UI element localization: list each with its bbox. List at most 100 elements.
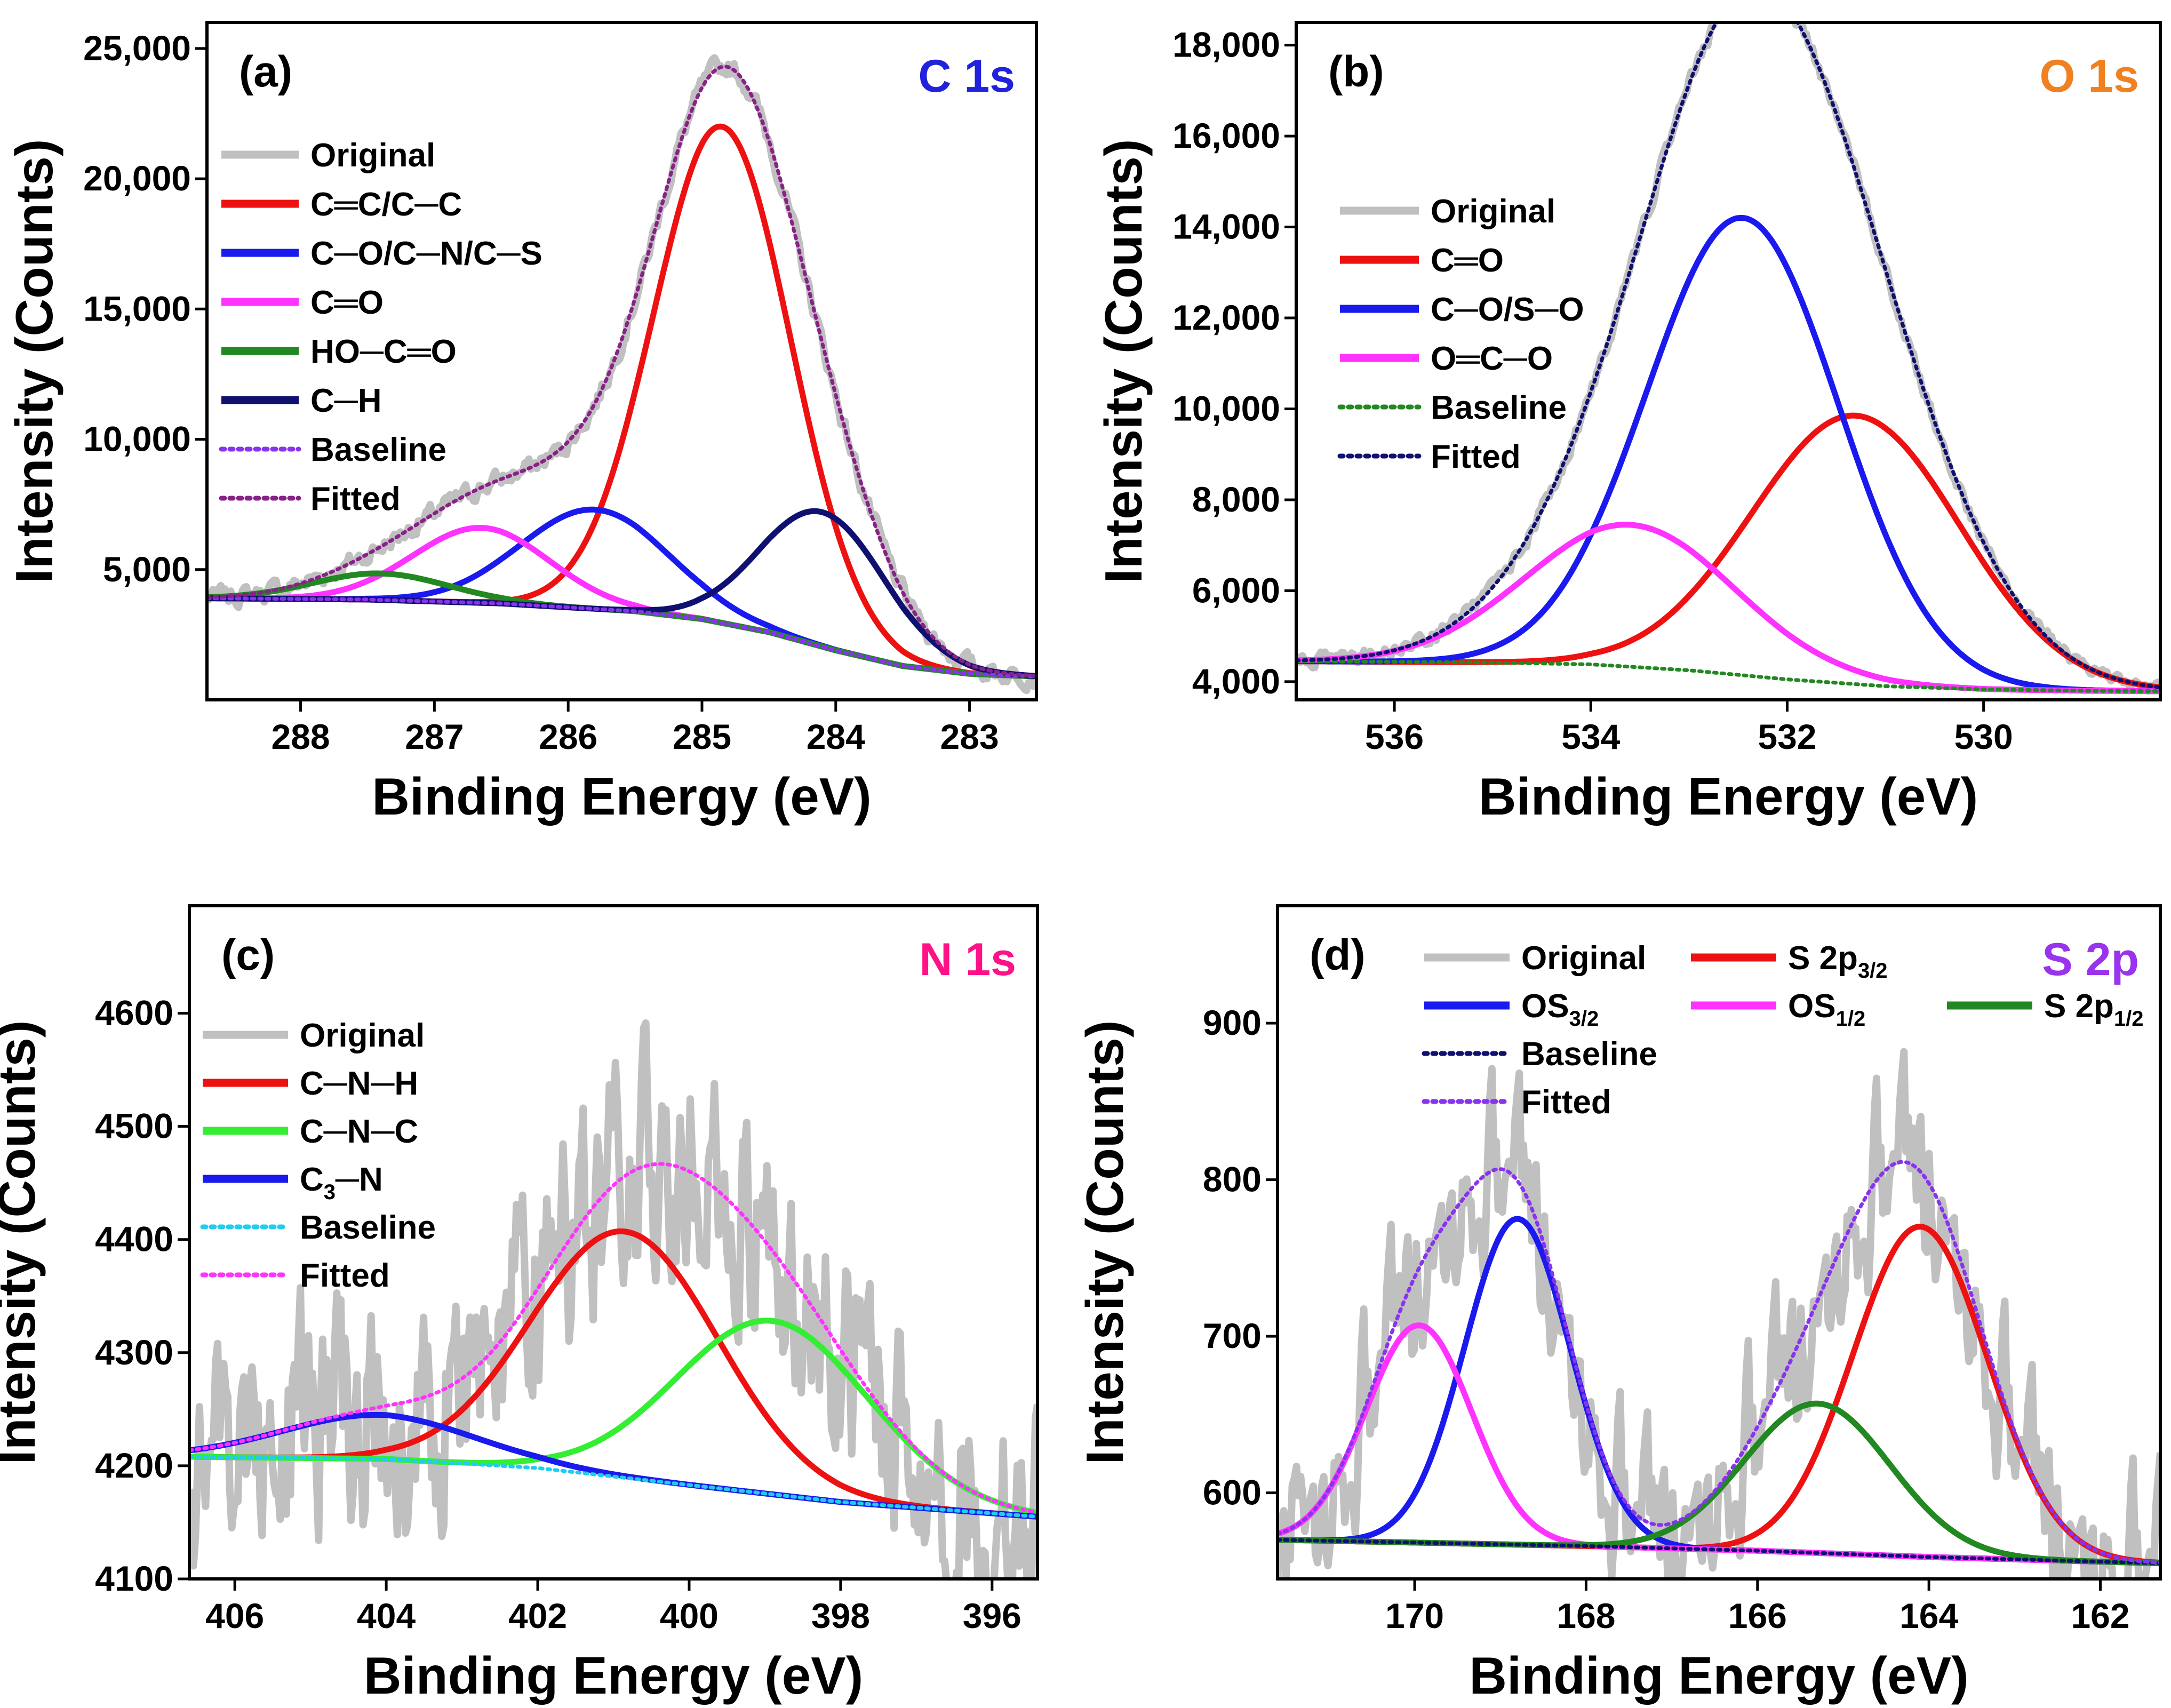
y-tick-label: 5,000 <box>103 549 191 589</box>
series-baseline <box>207 596 1036 679</box>
legend-item: C═O <box>221 284 384 321</box>
series-original <box>1296 22 2160 695</box>
series-baseline <box>189 1455 1037 1519</box>
legend-item: OS1/2 <box>1691 988 1865 1031</box>
x-tick-label: 402 <box>508 1596 567 1635</box>
y-axis-title: Intensity (Counts) <box>1075 1020 1134 1465</box>
chart-panel-b: 536 534 532 530 4,000 6,000 8,000 10,000 12,000 1… <box>1094 21 2162 826</box>
legend-label: HO─C═O <box>310 333 457 370</box>
x-tick-label: 287 <box>405 717 464 756</box>
legend-label: C─N─H <box>300 1065 418 1102</box>
plot-area <box>207 54 1036 695</box>
y-tick-label: 4,000 <box>1192 661 1280 701</box>
y-tick-label: 4300 <box>95 1332 173 1372</box>
y-axis-title: Intensity (Counts) <box>0 1020 46 1465</box>
legend-subscript: 3/2 <box>1569 1007 1599 1031</box>
legend-item: C═C/C─C <box>221 186 462 223</box>
legend-label: C─N─C <box>300 1113 418 1150</box>
legend-label: O═C─O <box>1431 340 1553 377</box>
x-tick-label: 285 <box>673 717 731 756</box>
legend-label-part: ─N <box>335 1161 383 1198</box>
spectrum-label: N 1s <box>919 934 1016 985</box>
legend-label: Original <box>1431 193 1555 230</box>
plot-frame <box>1276 904 2162 1581</box>
y-tick-label: 8,000 <box>1192 480 1280 519</box>
series-fitted <box>1278 1160 2160 1565</box>
legend-label: Fitted <box>1431 438 1521 475</box>
legend-label: C─O/S─O <box>1431 291 1584 328</box>
legend-item: Original <box>1424 940 1646 977</box>
panel-label: (a) <box>239 47 292 96</box>
legend-subscript: 3 <box>324 1180 336 1204</box>
legend-item: Baseline <box>219 432 446 468</box>
y-tick-label: 18,000 <box>1172 25 1280 65</box>
y-axis-title: Intensity (Counts) <box>1094 139 1153 584</box>
x-axis-title: Binding Energy (eV) <box>1479 767 1978 826</box>
spectrum-label: S 2p <box>2042 934 2139 985</box>
y-tick-label: 14,000 <box>1172 207 1280 246</box>
legend-item: C─N─C <box>203 1113 418 1150</box>
legend-label: Fitted <box>310 481 401 517</box>
x-tick-label: 398 <box>811 1596 870 1635</box>
legend-subscript: 1/2 <box>1836 1007 1866 1031</box>
y-tick-label: 10,000 <box>1172 388 1280 428</box>
x-tick-label: 288 <box>272 717 330 756</box>
legend-label: C─O/C─N/C─S <box>310 235 542 272</box>
y-tick-label: 6,000 <box>1192 570 1280 610</box>
x-tick-label: 164 <box>1899 1596 1958 1635</box>
legend-item: O═C─O <box>1340 340 1553 377</box>
plot-area <box>189 1019 1037 1579</box>
y-tick-label: 4500 <box>95 1106 173 1146</box>
x-tick-label: 532 <box>1758 717 1816 756</box>
legend-subscript: 1/2 <box>2114 1007 2144 1031</box>
legend-item: Baseline <box>200 1209 436 1246</box>
x-tick-label: 283 <box>940 717 999 756</box>
legend: Original C═C/C─C C─O/C─N/C─S C═O HO─C═O C─H Ba… <box>219 137 542 517</box>
legend-label: Fitted <box>300 1257 390 1294</box>
plot-area <box>1296 22 2160 695</box>
legend-label: C═O <box>1431 242 1504 279</box>
y-tick-label: 600 <box>1203 1473 1262 1512</box>
legend-label: Baseline <box>1431 389 1567 426</box>
legend-label: Original <box>1521 940 1646 977</box>
x-tick-label: 530 <box>1954 717 2013 756</box>
y-tick-label: 4400 <box>95 1219 173 1259</box>
spectrum-label: C 1s <box>918 51 1015 102</box>
legend-item: S 2p3/2 <box>1691 940 1888 983</box>
legend-item: Fitted <box>1337 438 1521 475</box>
y-tick-label: 25,000 <box>83 28 191 68</box>
x-tick-label: 406 <box>205 1596 264 1635</box>
plot-frame <box>205 21 1038 701</box>
y-tick-label: 10,000 <box>83 419 191 459</box>
x-tick-label: 170 <box>1385 1596 1444 1635</box>
legend-label: Fitted <box>1521 1084 1611 1121</box>
x-axis-title: Binding Energy (eV) <box>364 1646 864 1705</box>
series-fitted <box>1296 22 2160 690</box>
y-tick-label: 4600 <box>95 993 173 1032</box>
legend-label: Baseline <box>1521 1036 1657 1073</box>
legend-label: C3─N <box>300 1161 383 1204</box>
panel-label: (d) <box>1310 931 1366 979</box>
legend: Original C─N─H C─N─C C3─N Baseline Fitted <box>200 1017 436 1294</box>
y-tick-label: 800 <box>1203 1160 1262 1199</box>
series-C─O/S─O <box>1296 214 2160 695</box>
legend-item: HO─C═O <box>221 333 457 370</box>
series-fitted <box>189 1162 1037 1515</box>
panel-label: (b) <box>1328 47 1384 96</box>
legend-label: OS3/2 <box>1521 988 1599 1031</box>
panel-label: (c) <box>221 931 275 979</box>
y-tick-label: 4100 <box>95 1559 173 1598</box>
legend-label: Baseline <box>310 432 446 468</box>
series-HO─C═O <box>207 570 1036 680</box>
y-tick-label: 900 <box>1203 1003 1262 1042</box>
legend-item: C3─N <box>203 1161 383 1204</box>
legend-item: Original <box>221 137 435 174</box>
legend-item: C═O <box>1340 242 1504 279</box>
chart-panel-d: 170 168 166 164 162 600 700 800 900 Binding Energ… <box>1075 904 2162 1705</box>
series-fitted <box>207 65 1036 678</box>
legend-item: Original <box>203 1017 425 1054</box>
x-tick-label: 400 <box>660 1596 719 1635</box>
legend-item: C─O/C─N/C─S <box>221 235 542 272</box>
legend-item: Original <box>1340 193 1555 230</box>
